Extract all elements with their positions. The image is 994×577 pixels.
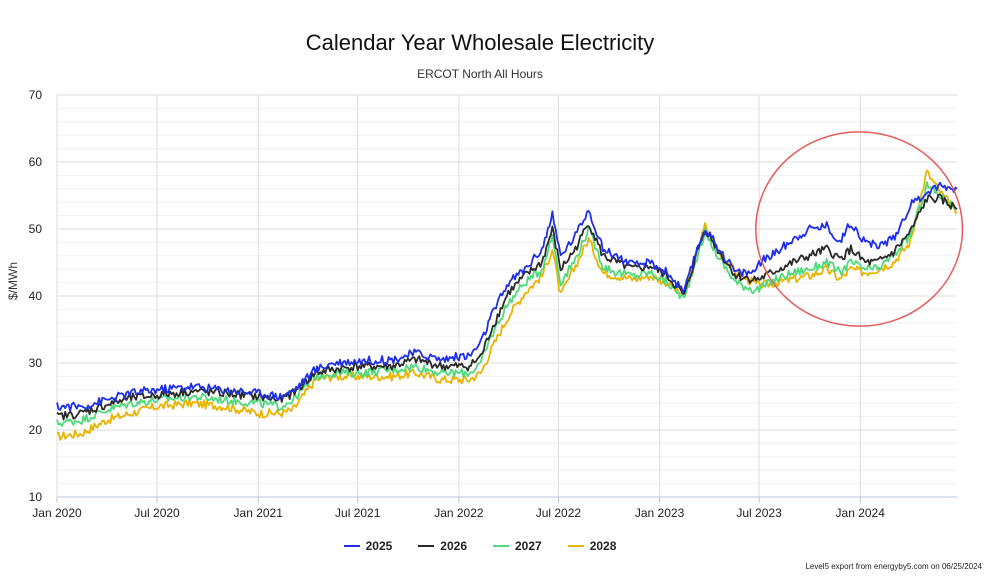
series-line-2028 <box>56 169 958 441</box>
series-line-2025 <box>56 181 958 412</box>
y-tick-label: 70 <box>29 88 43 102</box>
x-tick-label: Jan 2023 <box>635 506 685 520</box>
x-tick-label: Jul 2023 <box>736 506 782 520</box>
y-tick-label: 60 <box>29 155 43 169</box>
x-tick-label: Jan 2024 <box>836 506 886 520</box>
legend-label: 2026 <box>440 539 467 553</box>
legend-label: 2028 <box>589 539 617 553</box>
series-line-2026 <box>56 193 958 421</box>
x-tick-label: Jul 2021 <box>335 506 381 520</box>
y-tick-label: 40 <box>29 289 43 303</box>
legend-item-2025[interactable]: 2025 <box>343 539 393 553</box>
x-tick-label: Jan 2020 <box>32 506 82 520</box>
legend-item-2026[interactable]: 2026 <box>418 539 467 553</box>
legend-swatch <box>418 545 435 547</box>
y-tick-label: 10 <box>29 490 43 504</box>
series-lines <box>56 169 958 441</box>
legend-label: 2025 <box>365 539 393 553</box>
series-line-2027 <box>56 181 958 427</box>
legend-item-2027[interactable]: 2027 <box>493 539 542 553</box>
export-credit: Level5 export from energyby5.com on 06/2… <box>805 562 982 571</box>
legend-swatch <box>343 545 360 547</box>
legend-swatch <box>567 545 584 547</box>
y-tick-label: 50 <box>29 222 43 236</box>
highlight-ellipse <box>755 131 964 327</box>
x-tick-label: Jan 2021 <box>234 506 284 520</box>
chart-subtitle: ERCOT North All Hours <box>417 67 543 81</box>
x-tick-label: Jul 2020 <box>134 506 180 520</box>
x-tick-label: Jan 2022 <box>434 506 484 520</box>
chart-title: Calendar Year Wholesale Electricity <box>305 30 655 55</box>
axes: 10 20 30 40 50 60 70 Jan 2020 Jul 2020 Jan 2021 Ju… <box>29 88 957 520</box>
y-tick-label: 20 <box>29 423 43 437</box>
legend-item-2028[interactable]: 2028 <box>567 539 617 553</box>
x-tick-label: Jul 2022 <box>536 506 582 520</box>
y-tick-label: 30 <box>29 356 43 370</box>
legend: 2025 2026 2027 2028 <box>0 539 960 553</box>
highlight-annotation <box>755 131 964 327</box>
legend-swatch <box>493 545 509 547</box>
legend-label: 2027 <box>515 539 542 553</box>
